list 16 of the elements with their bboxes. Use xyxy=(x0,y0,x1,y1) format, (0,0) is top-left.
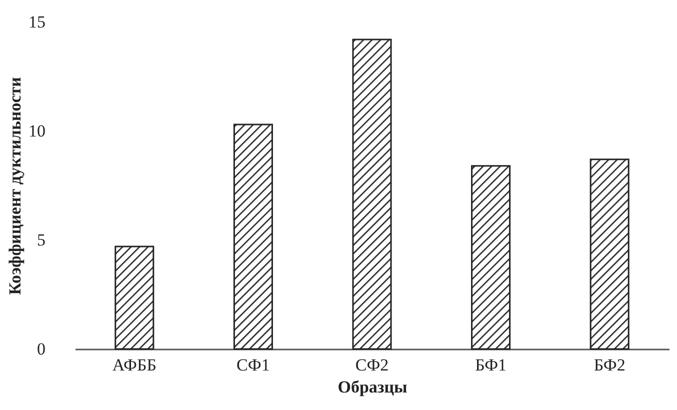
x-tick-label: СФ1 xyxy=(236,356,270,374)
y-tick-label: 0 xyxy=(37,340,46,358)
y-tick-label: 10 xyxy=(28,122,46,140)
x-tick-label: БФ2 xyxy=(594,356,626,374)
bar xyxy=(114,246,154,350)
bar xyxy=(352,38,392,350)
x-tick-label: СФ2 xyxy=(355,356,389,374)
bar xyxy=(233,124,273,350)
x-tick-label: БФ1 xyxy=(475,356,507,374)
bar xyxy=(590,158,630,350)
x-tick-label: АФББ xyxy=(112,356,156,374)
x-axis-title: Образцы xyxy=(338,378,408,396)
y-axis-title: Коэффициент дуктильности xyxy=(6,76,24,295)
y-tick-label: 5 xyxy=(37,230,46,250)
y-tick-label: 15 xyxy=(28,12,46,32)
bar xyxy=(471,165,511,350)
